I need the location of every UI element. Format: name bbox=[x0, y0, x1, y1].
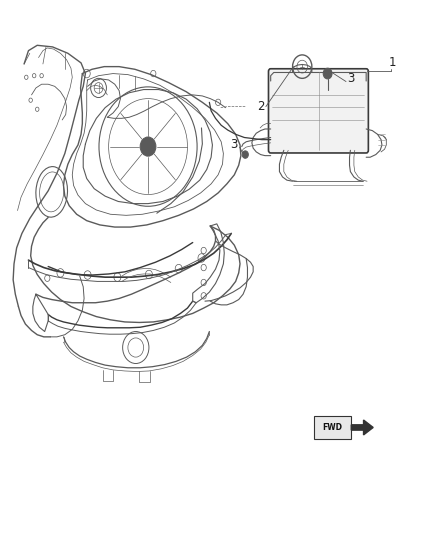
Text: FWD: FWD bbox=[322, 423, 342, 432]
Circle shape bbox=[242, 151, 248, 158]
Text: 3: 3 bbox=[231, 139, 238, 151]
FancyArrow shape bbox=[351, 420, 373, 435]
Circle shape bbox=[323, 68, 332, 79]
Circle shape bbox=[325, 71, 330, 76]
FancyBboxPatch shape bbox=[268, 69, 368, 153]
Text: 3: 3 bbox=[347, 72, 354, 85]
FancyBboxPatch shape bbox=[314, 416, 351, 439]
Text: 1: 1 bbox=[388, 56, 396, 69]
Text: 2: 2 bbox=[257, 100, 265, 113]
Circle shape bbox=[140, 137, 156, 156]
